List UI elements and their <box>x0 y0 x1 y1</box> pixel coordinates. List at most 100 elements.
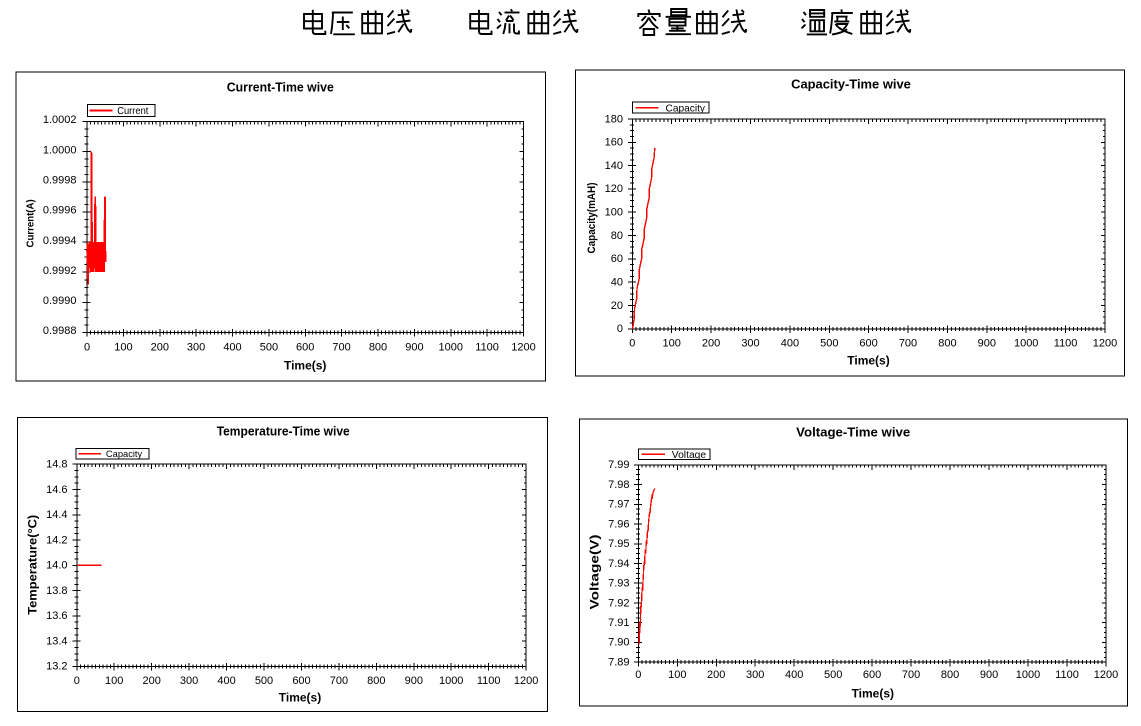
svg-text:Time(s): Time(s) <box>284 359 326 373</box>
svg-text:1000: 1000 <box>1016 669 1040 681</box>
svg-text:Time(s): Time(s) <box>847 354 889 368</box>
svg-text:600: 600 <box>296 342 314 354</box>
svg-text:160: 160 <box>605 137 623 149</box>
svg-text:13.4: 13.4 <box>46 635 67 647</box>
svg-text:14.2: 14.2 <box>46 534 67 546</box>
svg-text:13.8: 13.8 <box>46 585 67 597</box>
svg-text:800: 800 <box>938 338 956 350</box>
svg-text:900: 900 <box>980 669 998 681</box>
svg-text:7.99: 7.99 <box>608 459 629 471</box>
svg-text:Voltage: Voltage <box>672 450 707 461</box>
svg-text:13.6: 13.6 <box>46 610 67 622</box>
svg-text:0.9996: 0.9996 <box>43 205 77 217</box>
svg-text:Current(A): Current(A) <box>25 199 37 247</box>
svg-text:Temperature-Time wive: Temperature-Time wive <box>217 424 350 438</box>
svg-text:7.93: 7.93 <box>608 578 629 590</box>
svg-text:400: 400 <box>223 342 241 354</box>
svg-text:100: 100 <box>605 207 623 219</box>
svg-text:7.91: 7.91 <box>608 617 629 629</box>
svg-text:80: 80 <box>611 230 623 242</box>
svg-text:7.94: 7.94 <box>608 558 629 570</box>
svg-text:7.96: 7.96 <box>608 518 629 530</box>
svg-text:300: 300 <box>746 669 764 681</box>
svg-text:Time(s): Time(s) <box>852 687 894 701</box>
svg-text:400: 400 <box>217 675 235 687</box>
svg-text:600: 600 <box>863 669 881 681</box>
svg-text:300: 300 <box>187 342 205 354</box>
svg-text:Current-Time wive: Current-Time wive <box>227 80 334 95</box>
svg-text:14.0: 14.0 <box>46 560 67 572</box>
svg-text:0.9998: 0.9998 <box>43 175 77 187</box>
svg-text:0: 0 <box>84 342 90 354</box>
svg-text:700: 700 <box>899 338 917 350</box>
svg-text:500: 500 <box>255 675 273 687</box>
svg-text:140: 140 <box>605 160 623 172</box>
svg-text:1200: 1200 <box>514 675 538 687</box>
svg-text:300: 300 <box>741 338 759 350</box>
svg-text:Voltage(V): Voltage(V) <box>589 534 601 609</box>
svg-text:100: 100 <box>668 669 686 681</box>
svg-text:200: 200 <box>151 342 169 354</box>
svg-text:7.89: 7.89 <box>608 657 629 669</box>
svg-text:7.97: 7.97 <box>608 499 629 511</box>
svg-text:100: 100 <box>663 338 681 350</box>
svg-text:0.9994: 0.9994 <box>43 235 77 247</box>
svg-text:900: 900 <box>405 342 423 354</box>
svg-text:Capacity-Time wive: Capacity-Time wive <box>791 77 911 92</box>
svg-text:20: 20 <box>611 300 623 312</box>
svg-text:0.9988: 0.9988 <box>43 325 77 337</box>
svg-text:900: 900 <box>978 338 996 350</box>
svg-text:14.6: 14.6 <box>46 484 67 496</box>
svg-text:7.98: 7.98 <box>608 479 629 491</box>
svg-text:0: 0 <box>617 323 623 335</box>
svg-text:0.9990: 0.9990 <box>43 295 77 307</box>
svg-text:700: 700 <box>902 669 920 681</box>
svg-text:1.0002: 1.0002 <box>43 114 77 126</box>
svg-text:900: 900 <box>405 675 423 687</box>
svg-text:500: 500 <box>820 338 838 350</box>
svg-text:120: 120 <box>605 183 623 195</box>
svg-text:300: 300 <box>180 675 198 687</box>
svg-text:400: 400 <box>785 669 803 681</box>
svg-text:600: 600 <box>292 675 310 687</box>
svg-text:7.90: 7.90 <box>608 637 629 649</box>
svg-text:Current: Current <box>117 105 148 117</box>
svg-text:500: 500 <box>260 342 278 354</box>
svg-text:100: 100 <box>114 342 132 354</box>
svg-text:200: 200 <box>702 338 720 350</box>
svg-text:14.4: 14.4 <box>46 509 67 521</box>
svg-text:200: 200 <box>143 675 161 687</box>
svg-text:1100: 1100 <box>477 675 501 687</box>
svg-text:Temperature(°C): Temperature(°C) <box>27 515 39 615</box>
svg-text:800: 800 <box>369 342 387 354</box>
svg-text:Capacity(mAH): Capacity(mAH) <box>586 182 598 253</box>
svg-text:1200: 1200 <box>511 342 535 354</box>
svg-text:800: 800 <box>367 675 385 687</box>
svg-text:1100: 1100 <box>475 342 499 354</box>
svg-text:0: 0 <box>635 669 641 681</box>
svg-text:Time(s): Time(s) <box>279 691 321 705</box>
svg-text:40: 40 <box>611 277 623 289</box>
svg-text:0: 0 <box>74 675 80 687</box>
svg-text:60: 60 <box>611 253 623 265</box>
svg-text:Capacity: Capacity <box>106 449 143 459</box>
svg-text:1200: 1200 <box>1094 669 1118 681</box>
svg-text:200: 200 <box>707 669 725 681</box>
svg-text:Voltage-Time wive: Voltage-Time wive <box>796 426 910 440</box>
svg-text:700: 700 <box>332 342 350 354</box>
svg-text:Capacity: Capacity <box>666 102 706 114</box>
svg-text:1000: 1000 <box>1014 338 1038 350</box>
svg-text:1100: 1100 <box>1054 338 1078 350</box>
svg-text:0: 0 <box>629 338 635 350</box>
svg-text:100: 100 <box>105 675 123 687</box>
svg-text:13.2: 13.2 <box>46 661 67 673</box>
svg-text:1000: 1000 <box>439 675 463 687</box>
svg-text:180: 180 <box>605 113 623 125</box>
svg-text:500: 500 <box>824 669 842 681</box>
svg-text:800: 800 <box>941 669 959 681</box>
svg-text:1100: 1100 <box>1055 669 1079 681</box>
svg-text:700: 700 <box>330 675 348 687</box>
svg-text:7.92: 7.92 <box>608 597 629 609</box>
svg-text:400: 400 <box>781 338 799 350</box>
svg-text:1000: 1000 <box>439 342 463 354</box>
